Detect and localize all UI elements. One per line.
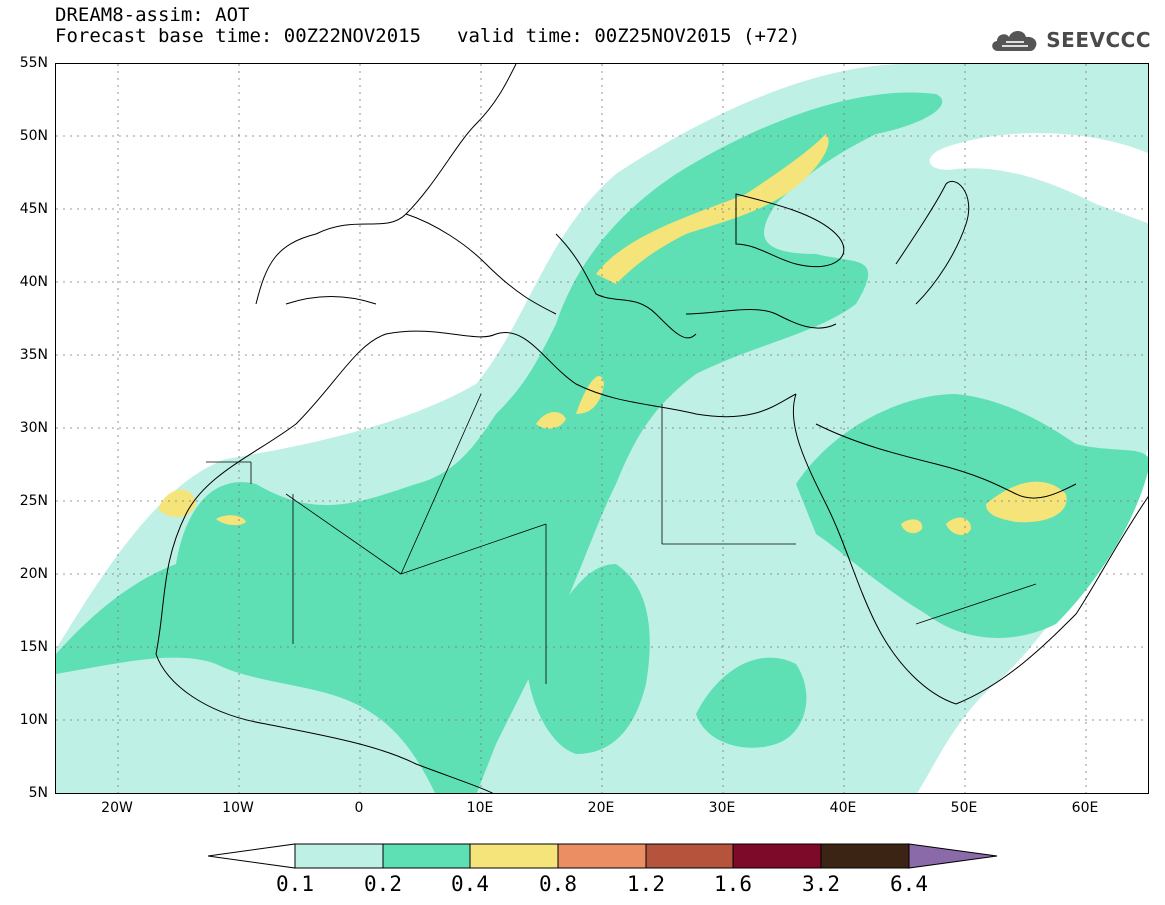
colorbar-label-0.8: 0.8 [539, 872, 577, 896]
colorbar-swatch-0.1 [294, 843, 384, 869]
valid-time: valid time: 00Z25NOV2015 (+72) [457, 25, 801, 47]
lon-label-50e: 50E [950, 800, 978, 816]
lat-label-25n: 25N [19, 493, 48, 509]
colorbar-label-6.4: 6.4 [890, 872, 928, 896]
logo-text: SEEVCCC [1046, 28, 1151, 52]
colorbar-swatch-1.2 [645, 843, 734, 869]
cloud-icon [992, 31, 1037, 51]
title-line-2: Forecast base time: 00Z22NOV2015 valid ti… [55, 26, 800, 46]
colorbar-over-arrow [908, 843, 998, 869]
lat-label-30n: 30N [19, 420, 48, 436]
lat-label-50n: 50N [19, 128, 48, 144]
lon-label-20w: 20W [101, 800, 133, 816]
aot-band-0.4 [158, 134, 1067, 536]
lat-label-40n: 40N [19, 274, 48, 290]
base-time: Forecast base time: 00Z22NOV2015 [55, 25, 422, 47]
lat-label-10n: 10N [19, 712, 48, 728]
lat-label-5n: 5N [28, 785, 48, 801]
lat-label-45n: 45N [19, 201, 48, 217]
map-canvas [56, 64, 1148, 793]
lat-label-20n: 20N [19, 566, 48, 582]
lat-label-55n: 55N [19, 55, 48, 71]
aot-band-0.2 [56, 92, 1148, 793]
colorbar-swatch-3.2 [820, 843, 910, 869]
coastlines [155, 64, 1148, 793]
title-line-1: DREAM8-assim: AOT [55, 4, 250, 26]
colorbar-label-3.2: 3.2 [802, 872, 840, 896]
colorbar-label-1.2: 1.2 [627, 872, 665, 896]
colorbar-under-arrow [208, 843, 296, 869]
colorbar-swatch-0.2 [382, 843, 471, 869]
colorbar-swatch-0.4 [469, 843, 559, 869]
colorbar-label-1.6: 1.6 [714, 872, 752, 896]
lon-label-40e: 40E [829, 800, 857, 816]
lon-label-10e: 10E [466, 800, 494, 816]
colorbar-swatch-0.8 [557, 843, 647, 869]
colorbar-label-0.1: 0.1 [276, 872, 314, 896]
lon-label-20e: 20E [587, 800, 615, 816]
lon-label-10w: 10W [222, 800, 254, 816]
colorbar [208, 843, 998, 869]
lon-label-60e: 60E [1071, 800, 1099, 816]
colorbar-label-0.4: 0.4 [451, 872, 489, 896]
lon-label-0: 0 [354, 800, 364, 816]
borders [206, 393, 1037, 684]
lat-label-35n: 35N [19, 347, 48, 363]
lon-label-30e: 30E [708, 800, 736, 816]
lat-label-15n: 15N [19, 639, 48, 655]
seevccc-logo: SEEVCCC [990, 26, 1151, 54]
graticule [56, 64, 1148, 793]
aot-map [55, 63, 1149, 794]
colorbar-label-0.2: 0.2 [364, 872, 402, 896]
colorbar-swatch-1.6 [732, 843, 822, 869]
